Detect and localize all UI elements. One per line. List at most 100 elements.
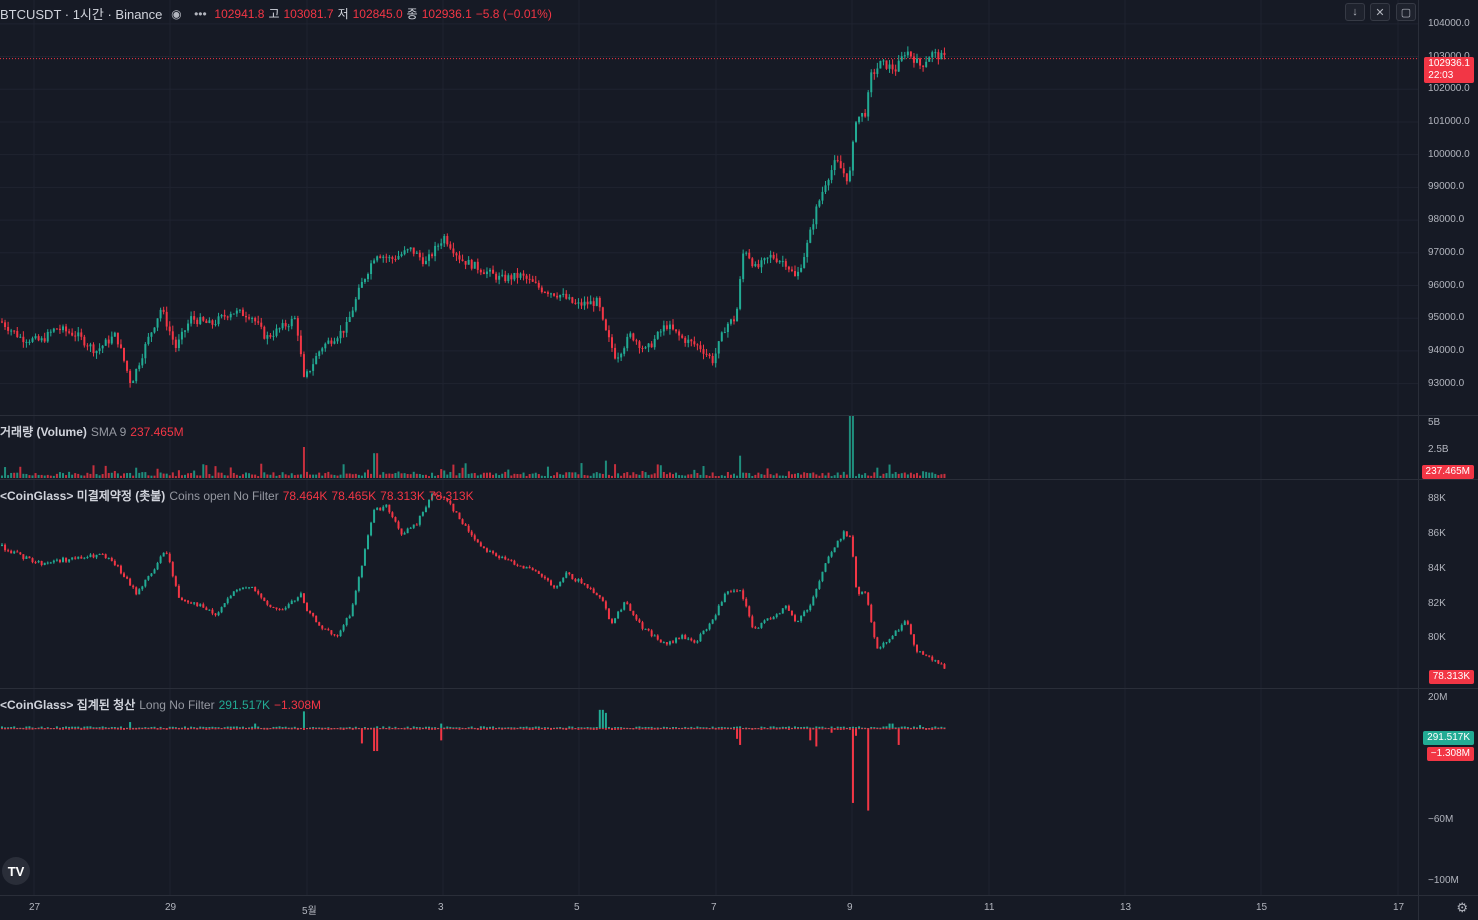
candle-body xyxy=(507,275,510,282)
oi-tick: 80K xyxy=(1428,632,1446,644)
candle-body xyxy=(138,365,141,369)
eye-icon[interactable]: ◉ xyxy=(171,6,182,21)
oi-candle xyxy=(223,603,226,608)
liq-short-bar xyxy=(623,728,626,730)
liq-short-bar xyxy=(784,728,787,730)
oi-candle xyxy=(342,625,345,631)
oi-candle xyxy=(641,622,644,629)
liq-long-bar xyxy=(489,726,491,729)
tradingview-logo-icon[interactable]: TV xyxy=(2,857,30,885)
liq-long-bar xyxy=(129,722,132,729)
liq-short-bar xyxy=(278,728,281,730)
restore-icon[interactable]: ▢ xyxy=(1396,3,1416,21)
settings-icon[interactable]: ⚙ xyxy=(1456,900,1468,915)
candle-body xyxy=(421,257,424,265)
liq-title[interactable]: <CoinGlass> 집계된 청산 xyxy=(0,698,136,712)
liq-long-bar xyxy=(772,726,775,729)
volume-bar xyxy=(626,472,629,478)
liq-short-bar xyxy=(656,728,659,730)
oi-candle xyxy=(848,536,851,538)
oi-candle xyxy=(592,588,595,594)
liq-short-bar xyxy=(586,728,589,730)
liq-short-bar xyxy=(455,728,458,730)
symbol-title[interactable]: BTCUSDT · 1시간 · Binance xyxy=(0,7,163,22)
liq-short-bar xyxy=(510,728,513,730)
more-icon[interactable]: ••• xyxy=(194,6,207,21)
liq-long-bar xyxy=(376,726,379,729)
liq-short-bar xyxy=(556,728,559,730)
candle-body xyxy=(260,322,263,327)
candle-body xyxy=(110,336,113,344)
liq-long-bar xyxy=(498,727,501,729)
liq-short-bar xyxy=(333,728,336,730)
candle-body xyxy=(205,320,208,324)
pane-separator[interactable] xyxy=(0,688,1478,689)
candle-body xyxy=(766,257,769,259)
liq-long-bar xyxy=(903,726,906,729)
liq-long-bar xyxy=(455,727,458,729)
volume-bar xyxy=(537,474,540,478)
liq-short-bar xyxy=(95,728,98,730)
pane-separator[interactable] xyxy=(0,479,1478,480)
oi-candle xyxy=(760,622,763,628)
oi-candle xyxy=(501,556,504,559)
candle-body xyxy=(617,357,620,359)
oi-candle xyxy=(440,496,443,498)
arrow-down-icon[interactable]: ↓ xyxy=(1345,3,1365,21)
oi-candle xyxy=(1,544,3,547)
oi-candle xyxy=(245,587,247,589)
liq-long-bar xyxy=(412,726,415,729)
volume-bar xyxy=(199,475,202,478)
volume-bar xyxy=(190,473,193,478)
liq-short-bar xyxy=(495,728,498,730)
volume-bar xyxy=(736,475,739,478)
liq-long-bar xyxy=(919,725,922,729)
candle-body xyxy=(296,318,299,336)
candle-body xyxy=(757,263,760,268)
candle-body xyxy=(681,335,684,338)
candle-body xyxy=(858,116,861,123)
candle-body xyxy=(919,58,922,66)
candle-body xyxy=(580,302,583,306)
volume-bar xyxy=(495,473,498,478)
liq-long-bar xyxy=(595,727,598,729)
liq-short-bar xyxy=(766,728,769,730)
price-tick: 104000.0 xyxy=(1428,17,1470,29)
candle-body xyxy=(241,309,244,316)
oi-candle xyxy=(626,602,629,605)
candle-body xyxy=(92,344,95,354)
candle-body xyxy=(492,269,495,274)
liq-short-bar xyxy=(34,728,37,730)
oi-candle xyxy=(7,550,10,552)
volume-bar xyxy=(665,474,668,478)
candle-body xyxy=(34,336,37,339)
oi-title[interactable]: <CoinGlass> 미결제약정 (촛불) xyxy=(0,489,166,503)
liq-short-bar xyxy=(58,728,61,730)
volume-bar xyxy=(360,475,363,478)
volume-bar xyxy=(345,473,348,478)
pane-separator[interactable] xyxy=(0,415,1478,416)
volume-bar xyxy=(406,474,409,478)
oi-candle xyxy=(729,591,732,593)
oi-candle xyxy=(537,571,540,574)
liq-long-bar xyxy=(208,726,211,729)
liq-short-bar xyxy=(290,728,293,730)
liq-short-bar xyxy=(595,728,598,730)
maximize-icon[interactable]: ✕ xyxy=(1370,3,1390,21)
oi-candle xyxy=(153,569,156,574)
volume-bar xyxy=(55,473,58,478)
oi-candle xyxy=(586,584,589,588)
liq-long-bar xyxy=(580,727,583,729)
oi-candle xyxy=(568,572,571,575)
liq-long-bar xyxy=(77,726,80,729)
candle-body xyxy=(641,348,644,350)
volume-bar xyxy=(107,473,110,478)
liq-long-bar xyxy=(870,726,873,729)
liq-long-bar xyxy=(809,727,812,729)
liq-short-bar xyxy=(345,728,348,730)
volume-title[interactable]: 거래량 (Volume) xyxy=(0,425,87,439)
liq-short-bar xyxy=(531,728,534,730)
bar-countdown: 22:03 xyxy=(1428,70,1454,81)
candle-body xyxy=(845,173,848,182)
